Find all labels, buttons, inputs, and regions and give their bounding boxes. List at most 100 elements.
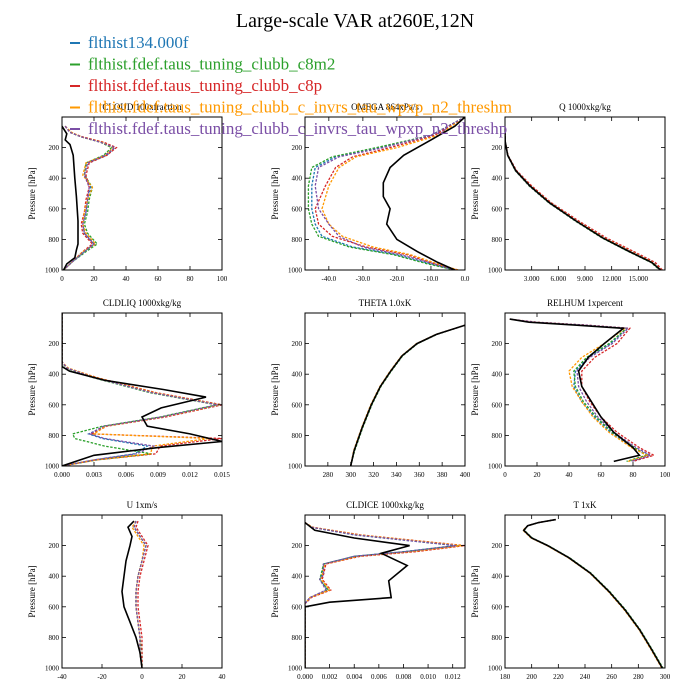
panel-lines	[305, 521, 465, 668]
y-tick-label: 800	[292, 432, 303, 440]
x-tick-label: 260	[606, 673, 617, 681]
x-tick-label: 0.008	[396, 673, 412, 681]
y-tick-label: 1000	[288, 665, 303, 673]
y-tick-label: 1000	[488, 665, 503, 673]
panel-frame	[61, 312, 223, 467]
x-tick-label: 40	[566, 471, 574, 479]
x-tick-label: 0.012	[182, 471, 198, 479]
y-tick-label: 1000	[45, 463, 60, 471]
x-tick-label: 0.000	[297, 673, 313, 681]
series-line-5	[522, 518, 663, 668]
panel-lines	[62, 313, 222, 466]
y-tick-label: 200	[49, 340, 60, 348]
y-tick-label: 800	[292, 634, 303, 642]
y-axis-label: Pressure [hPa]	[270, 167, 280, 219]
reference-line	[305, 521, 410, 668]
y-tick-label: 400	[49, 573, 60, 581]
reference-line	[349, 324, 465, 466]
series-line-2	[523, 518, 664, 668]
panel-lines	[505, 132, 663, 270]
y-axis-label: Pressure [hPa]	[27, 363, 37, 415]
y-tick-label: 800	[492, 634, 503, 642]
y-tick-label: 200	[492, 542, 503, 550]
series-line-2	[350, 324, 465, 466]
panel-9: 180 200 220 240 260 280 300 200 400 600 800 1000 Pre…	[470, 500, 671, 681]
x-tick-label: 6.000	[550, 275, 566, 283]
legend-label: flthist.fdef.taus_tuning_clubb_c_invrs_t…	[88, 119, 507, 138]
panel-5: 280 300 320 340 360 380 400 200 400 600 800 1000 Pre…	[270, 298, 471, 479]
panel-frame	[61, 116, 223, 271]
x-tick-label: -40.0	[322, 275, 337, 283]
panel-8: 0.000 0.002 0.004 0.006 0.008 0.010 0.012 200 40…	[270, 500, 466, 681]
series-line-4	[522, 518, 663, 668]
series-line-2	[307, 117, 465, 270]
x-tick-label: 80	[187, 275, 195, 283]
series-line-5	[305, 522, 457, 668]
x-tick-label: 280	[323, 471, 334, 479]
y-tick-label: 400	[49, 175, 60, 183]
series-line-1	[305, 522, 456, 668]
x-tick-label: 0.006	[118, 471, 134, 479]
x-tick-label: 0	[503, 471, 507, 479]
y-tick-label: 600	[292, 205, 303, 213]
x-tick-label: 300	[660, 673, 671, 681]
y-tick-label: 200	[49, 542, 60, 550]
x-tick-label: 280	[633, 673, 644, 681]
x-tick-label: 0.009	[150, 471, 166, 479]
x-tick-label: 100	[217, 275, 228, 283]
y-tick-label: 400	[492, 371, 503, 379]
x-tick-label: 20	[179, 673, 187, 681]
y-tick-label: 200	[292, 542, 303, 550]
x-tick-label: 80	[630, 471, 638, 479]
x-tick-label: 9.000	[577, 275, 593, 283]
panel-title: T 1xK	[573, 500, 597, 510]
legend-label: flthist134.000f	[88, 33, 189, 52]
legend-item-1: flthist134.000f	[70, 33, 189, 52]
y-tick-label: 600	[292, 401, 303, 409]
x-tick-label: 20	[91, 275, 99, 283]
y-tick-label: 1000	[45, 665, 60, 673]
series-line-1	[522, 518, 663, 668]
y-tick-label: 800	[49, 432, 60, 440]
reference-line	[522, 518, 663, 668]
x-tick-label: 0.006	[371, 673, 387, 681]
x-tick-label: 200	[526, 673, 537, 681]
panel-lines	[509, 318, 656, 463]
x-tick-label: -20.0	[390, 275, 405, 283]
panel-title: CLOUD 100xfraction	[102, 102, 182, 112]
panel-title: OMEGA 864xPa/s	[351, 102, 419, 112]
reference-line	[505, 132, 662, 270]
x-tick-label: -20	[97, 673, 107, 681]
x-tick-label: -40	[57, 673, 67, 681]
series-line-4	[505, 132, 662, 270]
panel-title: CLDLIQ 1000xkg/kg	[103, 298, 182, 308]
x-tick-label: 40	[219, 673, 227, 681]
y-tick-label: 800	[292, 236, 303, 244]
y-tick-label: 600	[49, 205, 60, 213]
series-line-2	[305, 522, 459, 668]
x-tick-label: 320	[368, 471, 379, 479]
x-tick-label: 0.003	[86, 471, 102, 479]
panel-lines	[522, 518, 664, 668]
y-tick-label: 400	[292, 175, 303, 183]
series-line-1	[350, 324, 465, 466]
figure-title: Large-scale VAR at260E,12N	[236, 10, 474, 32]
panel-lines	[307, 117, 465, 270]
x-tick-label: 0.015	[214, 471, 230, 479]
reference-line	[62, 313, 222, 466]
y-tick-label: 600	[49, 603, 60, 611]
panel-title: U 1xm/s	[127, 500, 158, 510]
y-tick-label: 1000	[488, 267, 503, 275]
x-tick-label: -30.0	[356, 275, 371, 283]
x-tick-label: 40	[123, 275, 131, 283]
y-tick-label: 200	[492, 340, 503, 348]
x-tick-label: 100	[660, 471, 671, 479]
legend-item-5: flthist.fdef.taus_tuning_clubb_c_invrs_t…	[70, 119, 507, 138]
panel-6: 0 20 40 60 80 100 200 400 600 800 1000 Pressure [hP…	[470, 298, 671, 479]
y-tick-label: 1000	[488, 463, 503, 471]
reference-line	[382, 117, 465, 270]
y-tick-label: 400	[292, 573, 303, 581]
x-tick-label: 0	[60, 275, 64, 283]
x-tick-label: 0.010	[420, 673, 436, 681]
